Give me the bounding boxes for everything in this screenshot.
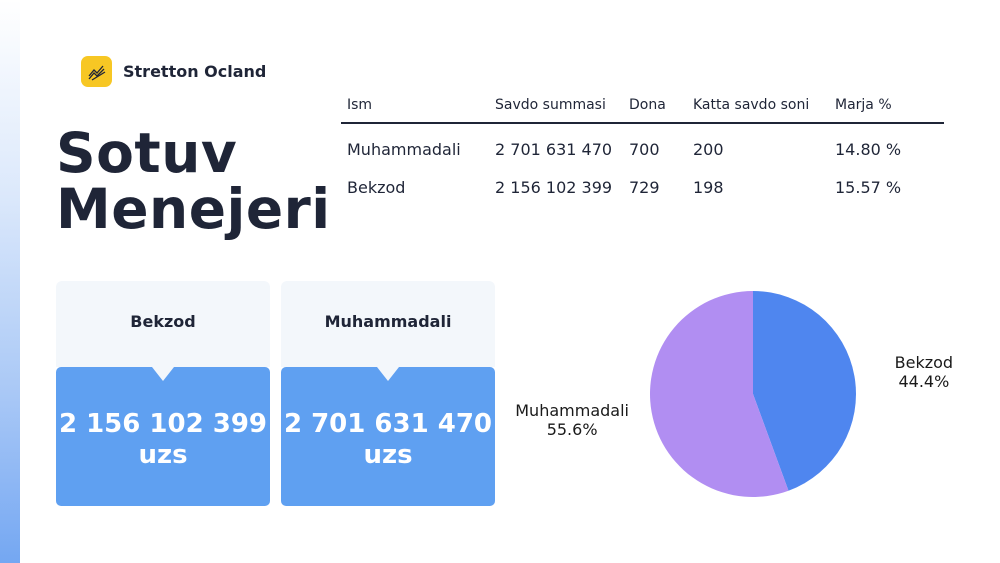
kpi-card-pointer [377, 367, 399, 381]
kpi-card-body: 2 156 102 399 uzs [56, 367, 270, 506]
kpi-card-bekzod: Bekzod 2 156 102 399 uzs [56, 281, 270, 506]
table-header-cell: Dona [623, 88, 687, 124]
kpi-card-muhammadali: Muhammadali 2 701 631 470 uzs [281, 281, 495, 506]
table-cell: 14.80 % [835, 139, 902, 159]
table-cell: 700 [629, 139, 660, 159]
table-row: Bekzod 2 156 102 399 729 198 15.57 % [341, 168, 944, 206]
page-title: Sotuv Menejeri [56, 125, 331, 237]
kpi-card-unit: uzs [138, 439, 188, 470]
kpi-card-value: 2 156 102 399 [58, 408, 268, 439]
table-cell: 2 156 102 399 [495, 177, 613, 197]
pie-slice-bekzod [753, 291, 856, 491]
table-cell: Muhammadali [347, 139, 461, 159]
kpi-card-unit: uzs [363, 439, 413, 470]
sales-table: Ism Savdo summasi Dona Katta savdo soni … [341, 88, 944, 206]
page-title-line1: Sotuv [56, 121, 238, 185]
pie-label-bekzod: Bekzod 44.4% [895, 353, 953, 391]
sales-share-pie-chart: Bekzod 44.4% Muhammadali 55.6% [515, 291, 953, 497]
kpi-card-name: Bekzod [130, 312, 196, 331]
table-header-cell: Ism [341, 88, 489, 124]
table-header-cell: Katta savdo soni [687, 88, 829, 124]
left-accent-bar [0, 0, 20, 563]
page-title-line2: Menejeri [56, 177, 331, 241]
kpi-card-value: 2 701 631 470 [283, 408, 493, 439]
table-cell: 200 [693, 139, 724, 159]
table-header-cell: Savdo summasi [489, 88, 623, 124]
pie-slice-muhammadali [650, 291, 789, 497]
table-cell: 198 [693, 177, 724, 197]
table-cell: 15.57 % [835, 177, 902, 197]
table-cell: 2 701 631 470 [495, 139, 613, 159]
table-cell: Bekzod [347, 177, 406, 197]
kpi-card-header: Bekzod [56, 281, 270, 367]
kpi-card-pointer [152, 367, 174, 381]
kpi-card-name: Muhammadali [324, 312, 452, 331]
kpi-card-header: Muhammadali [281, 281, 495, 367]
table-row: Muhammadali 2 701 631 470 700 200 14.80 … [341, 123, 944, 168]
brand: Stretton Ocland [81, 56, 266, 87]
kpi-card-body: 2 701 631 470 uzs [281, 367, 495, 506]
chart-lines-icon [81, 56, 112, 87]
table-cell: 729 [629, 177, 660, 197]
brand-name: Stretton Ocland [123, 62, 267, 81]
table-header-cell: Marja % [829, 88, 944, 124]
table-header-row: Ism Savdo summasi Dona Katta savdo soni … [341, 88, 944, 124]
pie-label-muhammadali: Muhammadali 55.6% [515, 401, 629, 439]
